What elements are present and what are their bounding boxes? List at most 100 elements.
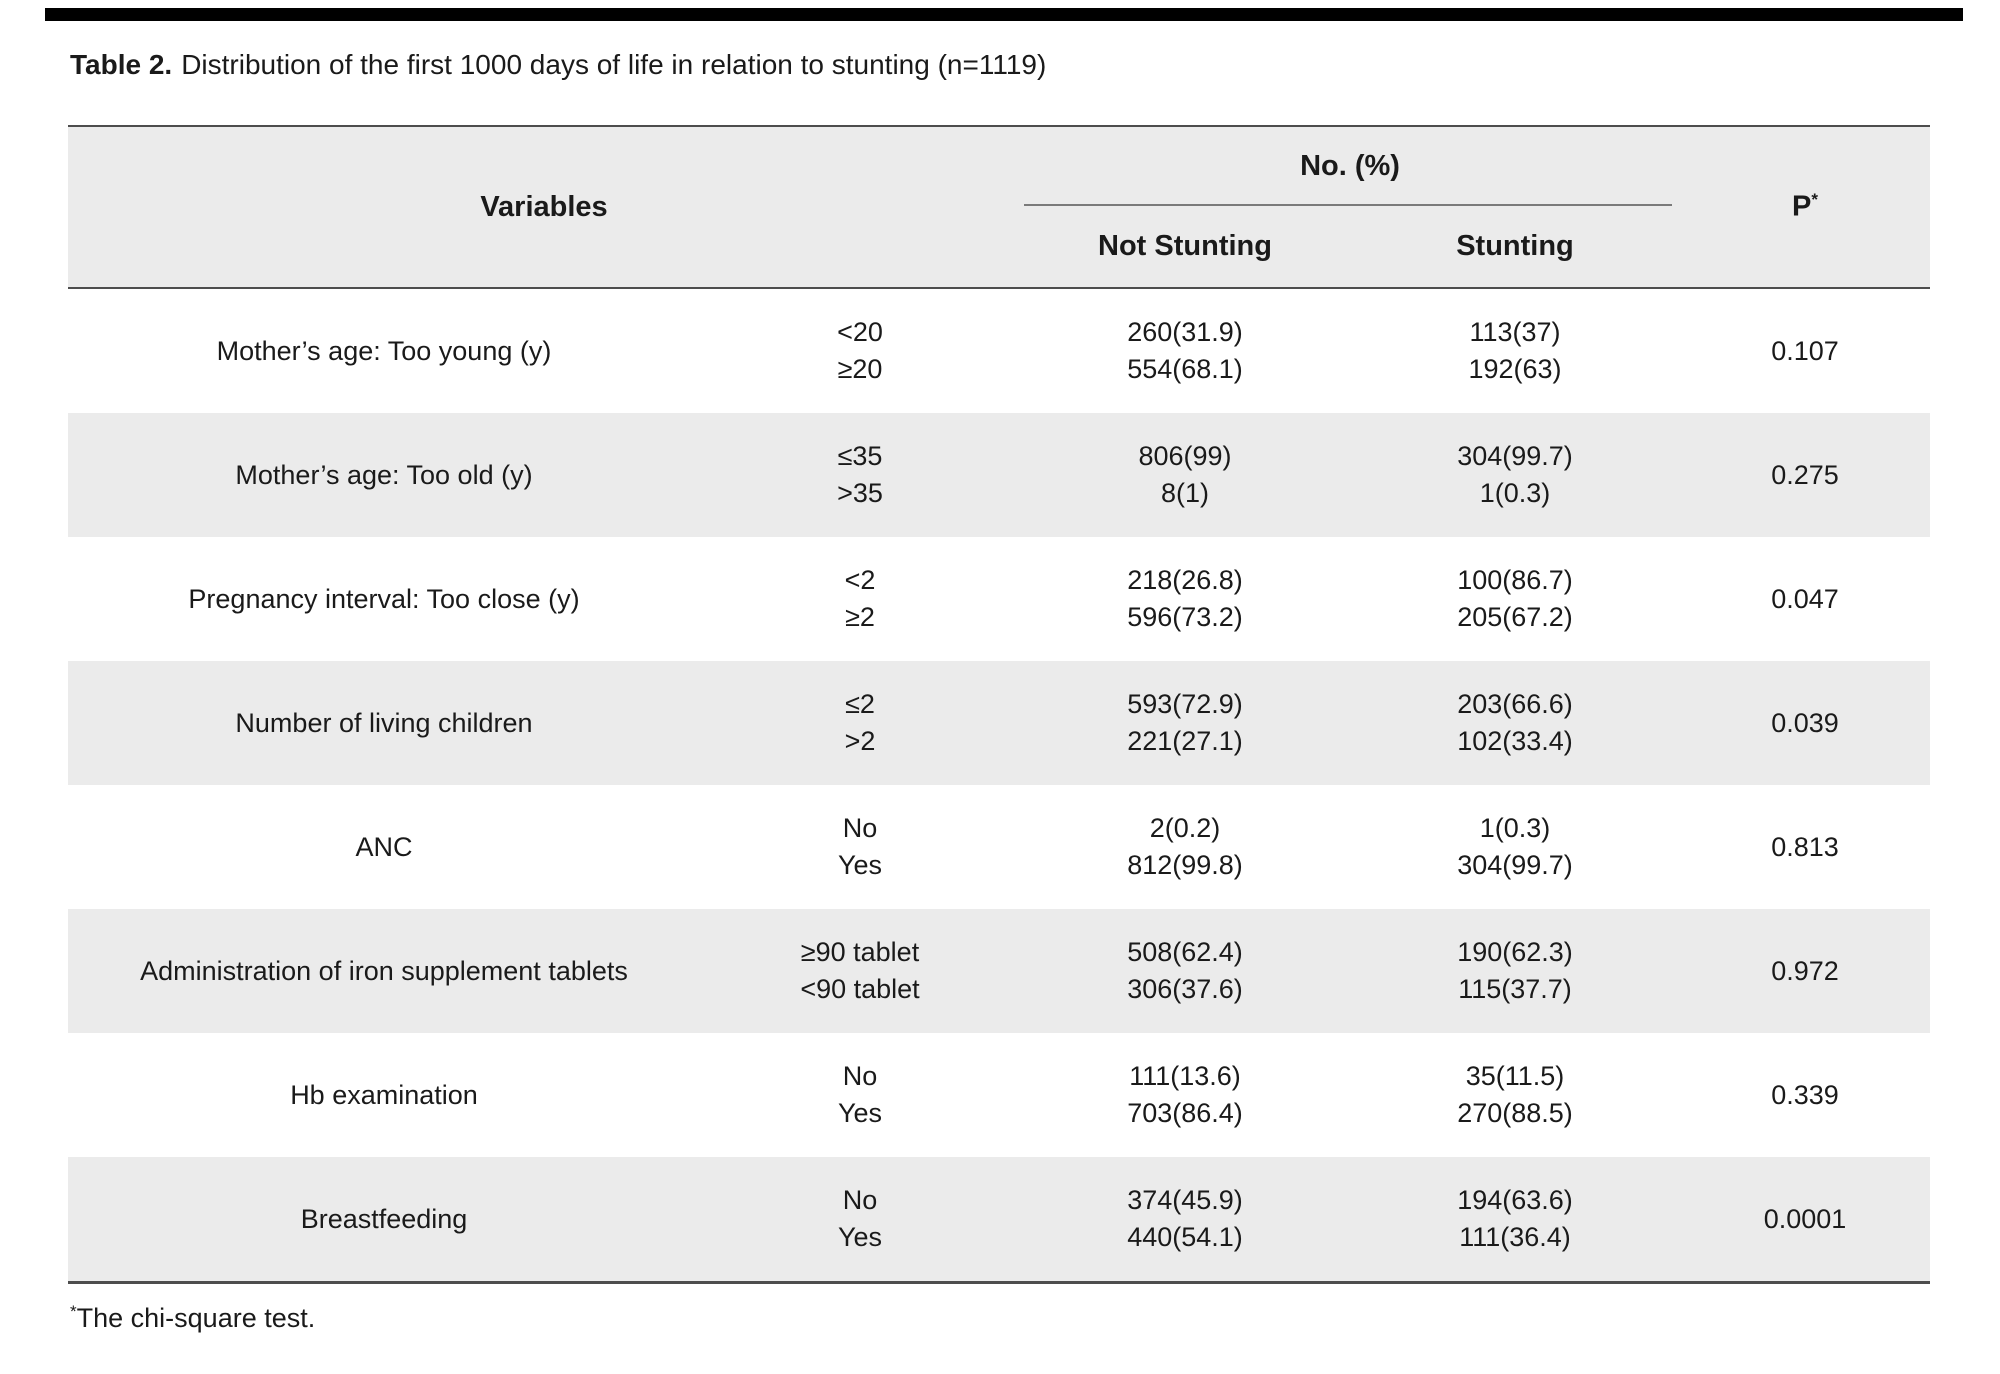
footnote-text: The chi-square test. xyxy=(76,1303,316,1333)
not-stunting-value: 806(99) xyxy=(1138,441,1232,471)
stunting-value: 100(86.7) xyxy=(1457,565,1573,595)
category-value: >2 xyxy=(844,726,876,756)
not-stunting-value: 593(72.9) xyxy=(1127,689,1243,719)
stunting-value: 304(99.7) xyxy=(1457,441,1573,471)
not-stunting-cell: 111(13.6) 703(86.4) xyxy=(1020,1033,1350,1157)
table-row: Pregnancy interval: Too close (y) <2 ≥2 … xyxy=(68,537,1930,661)
category-value: No xyxy=(842,1185,878,1215)
table-row: Administration of iron supplement tablet… xyxy=(68,909,1930,1033)
table-row: ANC No Yes 2(0.2) 812(99.8) 1(0.3) 304(9… xyxy=(68,785,1930,909)
not-stunting-value: 554(68.1) xyxy=(1127,354,1243,384)
not-stunting-value: 260(31.9) xyxy=(1127,317,1243,347)
not-stunting-value: 306(37.6) xyxy=(1127,974,1243,1004)
p-value: 0.0001 xyxy=(1763,1203,1847,1234)
category-cell: ≤35 >35 xyxy=(700,413,1020,537)
table-caption-label: Table 2. xyxy=(70,49,173,80)
stunting-cell: 190(62.3) 115(37.7) xyxy=(1350,909,1680,1033)
not-stunting-value: 8(1) xyxy=(1160,478,1209,508)
table-caption-text: Distribution of the first 1000 days of l… xyxy=(181,49,1047,80)
p-label: P xyxy=(1792,190,1812,223)
stunting-value: 304(99.7) xyxy=(1457,850,1573,880)
not-stunting-value: 508(62.4) xyxy=(1127,937,1243,967)
stunting-value: 102(33.4) xyxy=(1457,726,1573,756)
variable-name: Breastfeeding xyxy=(300,1203,468,1234)
stunting-cell: 304(99.7) 1(0.3) xyxy=(1350,413,1680,537)
stunting-value: 192(63) xyxy=(1468,354,1562,384)
not-stunting-value: 596(73.2) xyxy=(1127,602,1243,632)
category-cell: ≥90 tablet <90 tablet xyxy=(700,909,1020,1033)
col-header-p: P* xyxy=(1680,126,1930,289)
p-value: 0.107 xyxy=(1771,335,1839,366)
stunting-value: 35(11.5) xyxy=(1465,1061,1565,1091)
p-value: 0.275 xyxy=(1771,459,1839,490)
p-superscript: * xyxy=(1811,190,1818,210)
header-row-group: Variables No. (%) P* xyxy=(68,126,1930,289)
category-value: ≥90 tablet xyxy=(800,937,920,967)
table-row: Number of living children ≤2 >2 593(72.9… xyxy=(68,661,1930,785)
not-stunting-value: 111(13.6) xyxy=(1129,1061,1241,1091)
stunting-value: 194(63.6) xyxy=(1457,1185,1573,1215)
category-value: No xyxy=(842,1061,878,1091)
category-value: >35 xyxy=(837,478,883,508)
category-cell: <2 ≥2 xyxy=(700,537,1020,661)
stunting-value: 1(0.3) xyxy=(1479,813,1551,843)
stunting-value: 111(36.4) xyxy=(1459,1222,1571,1252)
not-stunting-cell: 593(72.9) 221(27.1) xyxy=(1020,661,1350,785)
category-cell: <20 ≥20 xyxy=(700,288,1020,413)
table-body: Mother’s age: Too young (y) <20 ≥20 260(… xyxy=(68,288,1930,1283)
not-stunting-value: 2(0.2) xyxy=(1149,813,1221,843)
col-header-variables: Variables xyxy=(68,126,1020,289)
p-value: 0.047 xyxy=(1771,583,1839,614)
category-value: <90 tablet xyxy=(800,974,920,1004)
stunting-value: 1(0.3) xyxy=(1479,478,1551,508)
not-stunting-value: 812(99.8) xyxy=(1127,850,1243,880)
stunting-cell: 194(63.6) 111(36.4) xyxy=(1350,1157,1680,1283)
not-stunting-value: 703(86.4) xyxy=(1127,1098,1243,1128)
top-rule xyxy=(45,8,1963,21)
not-stunting-value: 218(26.8) xyxy=(1127,565,1243,595)
not-stunting-cell: 508(62.4) 306(37.6) xyxy=(1020,909,1350,1033)
footnote-symbol: * xyxy=(70,1302,77,1321)
table-row: Breastfeeding No Yes 374(45.9) 440(54.1)… xyxy=(68,1157,1930,1283)
table-row: Mother’s age: Too old (y) ≤35 >35 806(99… xyxy=(68,413,1930,537)
not-stunting-cell: 374(45.9) 440(54.1) xyxy=(1020,1157,1350,1283)
category-value: Yes xyxy=(837,850,883,880)
category-cell: No Yes xyxy=(700,1157,1020,1283)
variable-name: ANC xyxy=(355,831,413,862)
not-stunting-cell: 806(99) 8(1) xyxy=(1020,413,1350,537)
stunting-cell: 1(0.3) 304(99.7) xyxy=(1350,785,1680,909)
variable-name: Number of living children xyxy=(235,707,533,738)
stunting-value: 190(62.3) xyxy=(1457,937,1573,967)
category-value: <2 xyxy=(844,565,876,595)
stunting-cell: 203(66.6) 102(33.4) xyxy=(1350,661,1680,785)
col-header-no-pct: No. (%) xyxy=(1020,126,1680,206)
variable-name: Mother’s age: Too old (y) xyxy=(235,459,533,490)
category-value: ≥2 xyxy=(845,602,875,632)
p-value: 0.972 xyxy=(1771,955,1839,986)
stunting-value: 113(37) xyxy=(1469,317,1561,347)
not-stunting-cell: 260(31.9) 554(68.1) xyxy=(1020,288,1350,413)
not-stunting-cell: 2(0.2) 812(99.8) xyxy=(1020,785,1350,909)
table-row: Hb examination No Yes 111(13.6) 703(86.4… xyxy=(68,1033,1930,1157)
variable-name: Administration of iron supplement tablet… xyxy=(140,955,628,986)
col-header-stunting: Stunting xyxy=(1350,206,1680,289)
variable-name: Mother’s age: Too young (y) xyxy=(216,335,552,366)
stunting-cell: 100(86.7) 205(67.2) xyxy=(1350,537,1680,661)
col-header-not-stunting: Not Stunting xyxy=(1020,206,1350,289)
table-container: Variables No. (%) P* Not Stunting Stunti… xyxy=(68,125,1930,1284)
stunting-value: 115(37.7) xyxy=(1458,974,1572,1004)
not-stunting-cell: 218(26.8) 596(73.2) xyxy=(1020,537,1350,661)
table-header: Variables No. (%) P* Not Stunting Stunti… xyxy=(68,126,1930,289)
category-value: Yes xyxy=(837,1222,883,1252)
category-cell: No Yes xyxy=(700,1033,1020,1157)
p-value: 0.813 xyxy=(1771,831,1839,862)
category-value: ≤35 xyxy=(837,441,883,471)
category-value: No xyxy=(842,813,878,843)
no-pct-underline xyxy=(1024,204,1672,206)
stunting-value: 270(88.5) xyxy=(1457,1098,1573,1128)
category-cell: No Yes xyxy=(700,785,1020,909)
not-stunting-value: 440(54.1) xyxy=(1127,1222,1243,1252)
p-value: 0.039 xyxy=(1771,707,1839,738)
variable-name: Hb examination xyxy=(290,1079,478,1110)
